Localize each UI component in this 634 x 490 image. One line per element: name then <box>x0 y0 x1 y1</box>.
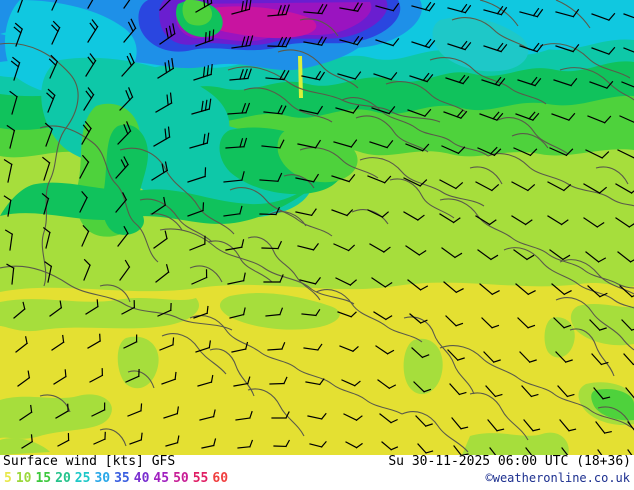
legend-stop-5[interactable]: 5 <box>4 471 12 486</box>
fill-55-60 <box>206 6 317 39</box>
wind-barbs <box>3 0 634 455</box>
fill-south-green-lobe7 <box>570 304 634 346</box>
fill-south-green-lobe3 <box>117 336 159 389</box>
legend-stop-40[interactable]: 40 <box>133 471 150 486</box>
fill-south-green-lobe6 <box>462 432 569 455</box>
map-canvas <box>0 0 634 455</box>
valid-time-label: Su 30-11-2025 06:00 UTC (18+36) <box>388 454 631 469</box>
fill-south-green-lobe2 <box>219 293 340 330</box>
attribution-label[interactable]: ©weatheronline.co.uk <box>485 471 631 485</box>
wind-speed-scale[interactable]: 5 10 15 20 25 30 35 40 45 50 55 60 <box>4 471 232 486</box>
fill-diag-emerald <box>0 168 340 224</box>
fill-green-sliver <box>277 126 358 183</box>
fill-cyan-pool-right2 <box>432 17 529 72</box>
legend-stop-60[interactable]: 60 <box>212 471 229 486</box>
map-footer: Surface wind [kts] GFS Su 30-11-2025 06:… <box>0 454 634 490</box>
fill-bright-streak <box>298 56 303 98</box>
fill-south-green-lobe5 <box>0 394 112 439</box>
fill-south-green-lobe4 <box>403 338 443 395</box>
legend-stop-30[interactable]: 30 <box>94 471 111 486</box>
surface-wind-contour-map[interactable] <box>0 0 634 455</box>
legend-stop-25[interactable]: 25 <box>74 471 91 486</box>
fill-right-green-patch <box>544 317 575 358</box>
fill-south-green-lobe1 <box>0 298 200 332</box>
map-borders <box>0 0 634 453</box>
legend-stop-55[interactable]: 55 <box>192 471 209 486</box>
legend-stop-20[interactable]: 20 <box>55 471 71 486</box>
legend-stop-15[interactable]: 15 <box>35 471 52 486</box>
legend-stop-35[interactable]: 35 <box>114 471 130 486</box>
product-title: Surface wind [kts] GFS <box>3 454 176 469</box>
legend-stop-10[interactable]: 10 <box>15 471 32 486</box>
legend-stop-50[interactable]: 50 <box>173 471 189 486</box>
legend-stop-45[interactable]: 45 <box>153 471 170 486</box>
